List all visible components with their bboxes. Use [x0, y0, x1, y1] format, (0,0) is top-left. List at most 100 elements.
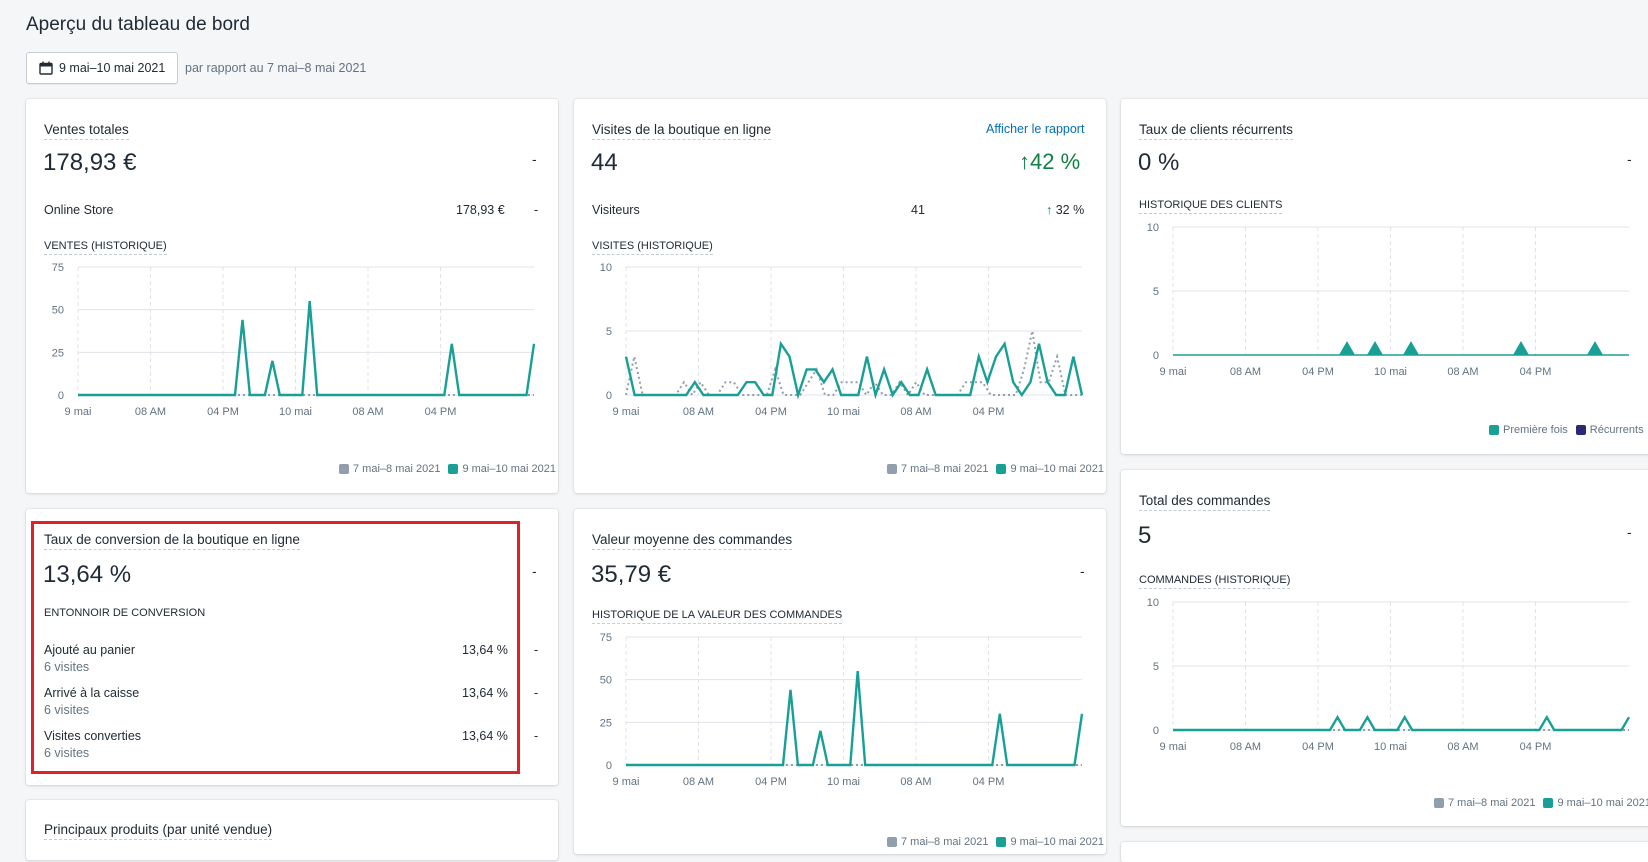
x-tick-label: 04 PM [1520, 741, 1552, 753]
visitors-label: Visiteurs [592, 203, 640, 217]
orders-legend: 7 mai–8 mai 2021 9 mai–10 mai 2021 [1426, 797, 1648, 809]
x-tick-label: 08 AM [1230, 741, 1261, 753]
sales-row-value: 178,93 € [456, 203, 505, 217]
x-tick-label: 08 AM [900, 406, 931, 418]
visits-change: ↑42 % [1019, 149, 1081, 174]
sales-row-dash: - [534, 203, 539, 217]
x-tick-label: 04 PM [755, 776, 787, 788]
y-tick-label: 5 [1153, 661, 1159, 673]
x-tick-label: 04 PM [973, 406, 1005, 418]
aov-legend: 7 mai–8 mai 2021 9 mai–10 mai 2021 [879, 836, 1104, 848]
date-range-button[interactable]: 9 mai–10 mai 2021 [26, 52, 178, 84]
sales-chart[interactable]: 75 50 25 09 mai 08 AM 04 PM 10 mai 08 AM 04 PM [26, 259, 558, 439]
legend-first-time: Première fois [1489, 424, 1568, 436]
aov-dash: - [1080, 563, 1085, 579]
x-tick-label: 08 AM [900, 776, 931, 788]
arrow-up-icon: ↑ [1019, 149, 1030, 174]
partial-card [1121, 842, 1648, 862]
x-tick-label: 04 PM [425, 406, 457, 418]
y-tick-label: 0 [606, 760, 612, 772]
x-tick-label: 04 PM [973, 776, 1005, 788]
returning-legend: Première fois Récurrents [1481, 424, 1644, 436]
products-title[interactable]: Principaux produits (par unité vendue) [44, 822, 273, 840]
page-title: Aperçu du tableau de bord [26, 14, 250, 35]
x-tick-label: 04 PM [1302, 366, 1334, 378]
visits-chart[interactable]: 10 5 09 mai 08 AM 04 PM 10 mai 08 AM 04 PM [574, 259, 1106, 439]
orders-title[interactable]: Total des commandes [1139, 493, 1271, 511]
sales-row-label: Online Store [44, 203, 114, 217]
calendar-icon [39, 61, 53, 75]
legend-returning: Récurrents [1575, 424, 1644, 436]
x-tick-label: 10 mai [1374, 366, 1407, 378]
visitors-change: ↑ 32 % [1046, 203, 1085, 217]
y-tick-label: 75 [52, 262, 64, 274]
legend-prev: 7 mai–8 mai 2021 [887, 463, 988, 475]
x-tick-label: 9 mai [1160, 741, 1187, 753]
orders-dash: - [1627, 524, 1632, 540]
date-range-label: 9 mai–10 mai 2021 [59, 61, 166, 75]
y-tick-label: 5 [1153, 286, 1159, 298]
funnel-row-value: 13,64 % [462, 686, 508, 700]
x-tick-label: 08 AM [1230, 366, 1261, 378]
series-line-curr [78, 301, 536, 397]
returning-title[interactable]: Taux de clients récurrents [1139, 122, 1293, 140]
data-point [1367, 341, 1383, 355]
sales-value: 178,93 € [43, 149, 137, 176]
funnel-row-sub: 6 visites [44, 660, 90, 674]
legend-prev: 7 mai–8 mai 2021 [887, 836, 988, 848]
conversion-title[interactable]: Taux de conversion de la boutique en lig… [44, 532, 300, 550]
funnel-row-label: Arrivé à la caisse [44, 686, 140, 700]
y-tick-label: 0 [1153, 725, 1159, 737]
funnel-row-label: Ajouté au panier [44, 643, 136, 657]
x-tick-label: 08 AM [1447, 741, 1478, 753]
visits-chart-label[interactable]: VISITES (HISTORIQUE) [592, 240, 713, 255]
visits-title[interactable]: Visites de la boutique en ligne [592, 122, 772, 140]
aov-chart[interactable]: 75 50 25 09 mai 08 AM 04 PM 10 mai 08 AM 04 PM [574, 629, 1106, 809]
returning-chart-label[interactable]: HISTORIQUE DES CLIENTS [1139, 199, 1283, 214]
orders-chart-label[interactable]: COMMANDES (HISTORIQUE) [1139, 574, 1291, 589]
x-tick-label: 08 AM [683, 776, 714, 788]
sales-card: Ventes totales 178,93 € - Online Store 1… [26, 99, 558, 493]
returning-chart[interactable]: 10 5 09 mai 08 AM 04 PM 10 mai 08 AM 04 PM [1121, 219, 1648, 399]
y-tick-label: 0 [58, 390, 64, 402]
legend-curr: 9 mai–10 mai 2021 [1543, 797, 1648, 809]
orders-card: Total des commandes 5 - COMMANDES (HISTO… [1121, 470, 1648, 826]
funnel-row-value: 13,64 % [462, 643, 508, 657]
x-tick-label: 04 PM [1520, 366, 1552, 378]
x-tick-label: 9 mai [613, 776, 640, 788]
view-report-link[interactable]: Afficher le rapport [986, 122, 1085, 136]
conversion-card: Taux de conversion de la boutique en lig… [26, 509, 558, 785]
sales-title[interactable]: Ventes totales [44, 122, 129, 140]
orders-value: 5 [1138, 522, 1152, 549]
aov-value: 35,79 € [591, 561, 672, 588]
funnel-row-sub: 6 visites [44, 703, 90, 717]
funnel-row-value: 13,64 % [462, 729, 508, 743]
x-tick-label: 9 mai [65, 406, 92, 418]
y-tick-label: 10 [1147, 222, 1159, 234]
x-tick-label: 10 mai [279, 406, 312, 418]
y-tick-label: 50 [600, 675, 612, 687]
sales-dash: - [532, 151, 537, 167]
returning-card: Taux de clients récurrents 0 % - HISTORI… [1121, 99, 1648, 454]
highlight-box [31, 521, 520, 774]
x-tick-label: 9 mai [613, 406, 640, 418]
x-tick-label: 04 PM [207, 406, 239, 418]
series-line-curr [1173, 714, 1631, 732]
conversion-value: 13,64 % [43, 561, 132, 588]
legend-curr: 9 mai–10 mai 2021 [996, 463, 1104, 475]
funnel-label: ENTONNOIR DE CONVERSION [44, 607, 206, 619]
visits-value: 44 [591, 149, 618, 176]
visits-card: Visites de la boutique en ligne Afficher… [574, 99, 1106, 493]
legend-prev: 7 mai–8 mai 2021 [1434, 797, 1535, 809]
funnel-row-dash: - [534, 686, 539, 700]
aov-chart-label[interactable]: HISTORIQUE DE LA VALEUR DES COMMANDES [592, 609, 843, 624]
sales-chart-label[interactable]: VENTES (HISTORIQUE) [44, 240, 167, 255]
funnel-row-sub: 6 visites [44, 746, 90, 760]
x-tick-label: 9 mai [1160, 366, 1187, 378]
aov-title[interactable]: Valeur moyenne des commandes [592, 532, 793, 550]
y-tick-label: 5 [606, 326, 612, 338]
compare-text: par rapport au 7 mai–8 mai 2021 [185, 61, 367, 75]
orders-chart[interactable]: 10 5 09 mai 08 AM 04 PM 10 mai 08 AM 04 PM [1121, 594, 1648, 774]
x-tick-label: 08 AM [1447, 366, 1478, 378]
legend-curr: 9 mai–10 mai 2021 [996, 836, 1104, 848]
